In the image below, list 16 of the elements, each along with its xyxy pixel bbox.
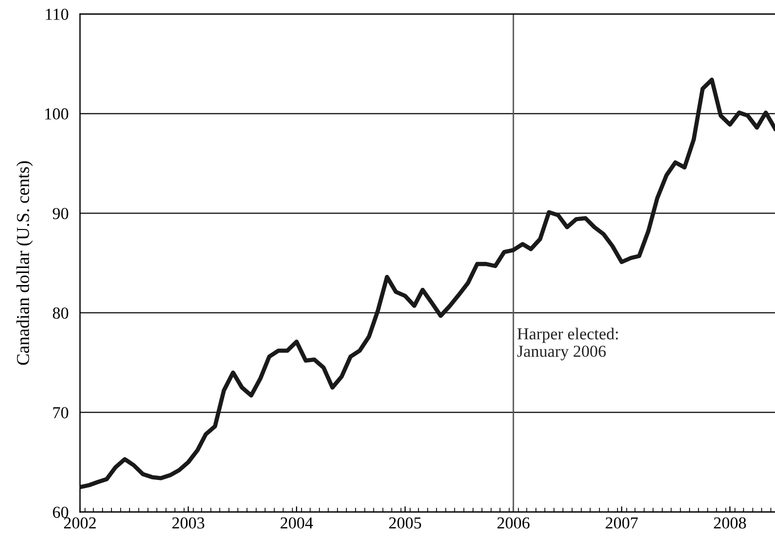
- y-tick-label: 100: [45, 108, 68, 120]
- ref-line-label: Harper elected: January 2006: [517, 328, 618, 360]
- x-tick-label: 2004: [280, 517, 313, 529]
- y-tick-label: 80: [52, 308, 68, 319]
- x-tick-label: 2008: [714, 517, 746, 529]
- x-tick-label: 2005: [389, 517, 422, 529]
- line-series: [80, 78, 775, 490]
- y-tick-label: 60: [52, 506, 68, 518]
- x-tick-label: 2006: [497, 517, 530, 529]
- x-tick-label: 2002: [64, 517, 96, 529]
- y-tick-label: 90: [52, 208, 68, 220]
- x-tick-label: 2007: [606, 517, 638, 529]
- y-tick-label: 110: [46, 8, 68, 20]
- y-tick-label: 70: [53, 407, 68, 418]
- x-tick-label: 2003: [172, 517, 204, 529]
- y-axis-title: Canadian dollar (U.S. cents): [16, 161, 33, 365]
